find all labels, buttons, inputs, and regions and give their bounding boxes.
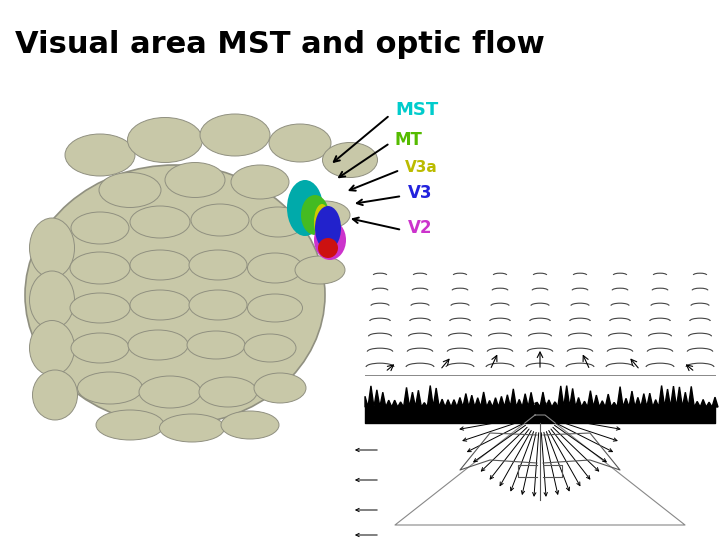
Ellipse shape [189,290,247,320]
Text: V2: V2 [408,219,433,237]
Ellipse shape [139,376,201,408]
Ellipse shape [315,206,341,250]
Ellipse shape [287,180,323,236]
Polygon shape [365,386,718,407]
Ellipse shape [200,114,270,156]
Text: MT: MT [395,131,423,149]
Ellipse shape [70,252,130,284]
Ellipse shape [248,253,302,283]
Ellipse shape [130,290,190,320]
Text: V3: V3 [408,184,433,202]
Ellipse shape [314,204,330,240]
Ellipse shape [71,212,129,244]
Ellipse shape [130,250,190,280]
Ellipse shape [295,256,345,284]
Ellipse shape [130,206,190,238]
Ellipse shape [231,165,289,199]
Ellipse shape [25,165,325,425]
Ellipse shape [30,271,74,329]
Ellipse shape [65,134,135,176]
Ellipse shape [187,331,245,359]
Ellipse shape [251,207,305,237]
Ellipse shape [191,204,249,236]
Text: MST: MST [395,101,438,119]
Ellipse shape [128,330,188,360]
Ellipse shape [32,370,78,420]
Ellipse shape [99,172,161,207]
Ellipse shape [70,293,130,323]
Ellipse shape [30,218,74,278]
Ellipse shape [269,124,331,162]
Ellipse shape [30,321,74,375]
Ellipse shape [254,373,306,403]
Ellipse shape [96,410,164,440]
Ellipse shape [314,220,346,260]
Ellipse shape [71,333,129,363]
Ellipse shape [318,238,338,258]
Ellipse shape [78,372,143,404]
Ellipse shape [244,334,296,362]
Ellipse shape [301,195,329,235]
Ellipse shape [165,163,225,198]
Text: V3a: V3a [405,160,438,176]
Ellipse shape [300,201,350,229]
Ellipse shape [221,411,279,439]
Ellipse shape [160,414,225,442]
Text: Visual area MST and optic flow: Visual area MST and optic flow [15,30,545,59]
Ellipse shape [189,250,247,280]
Ellipse shape [323,143,377,178]
Ellipse shape [127,118,202,163]
Ellipse shape [199,377,257,407]
Ellipse shape [248,294,302,322]
